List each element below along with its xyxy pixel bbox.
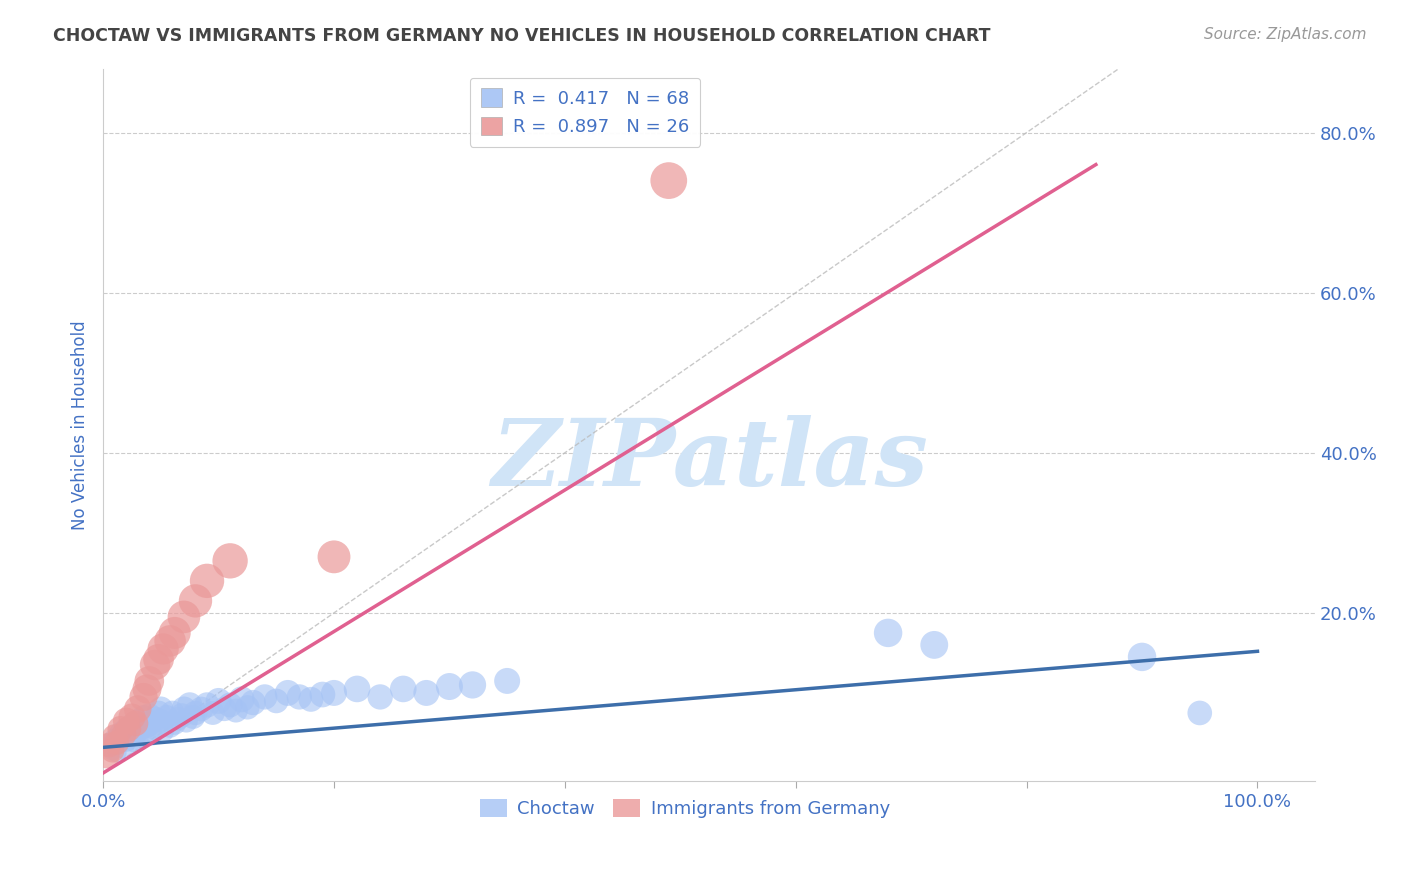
Point <box>138 673 160 688</box>
Point <box>149 702 172 716</box>
Point <box>167 712 190 726</box>
Text: ZIPatlas: ZIPatlas <box>491 416 928 506</box>
Point <box>121 728 143 742</box>
Point <box>136 681 159 696</box>
Point <box>277 686 299 700</box>
Point <box>368 690 391 704</box>
Legend: Choctaw, Immigrants from Germany: Choctaw, Immigrants from Germany <box>472 791 897 825</box>
Point <box>253 690 276 704</box>
Point <box>127 724 149 739</box>
Point <box>159 633 181 648</box>
Point <box>877 626 900 640</box>
Point <box>121 710 143 724</box>
Point <box>214 702 236 716</box>
Point <box>101 743 124 757</box>
Point <box>115 734 138 748</box>
Point <box>121 718 143 732</box>
Point <box>162 706 184 720</box>
Point <box>439 680 461 694</box>
Point <box>219 698 242 712</box>
Point <box>311 688 333 702</box>
Text: Source: ZipAtlas.com: Source: ZipAtlas.com <box>1204 27 1367 42</box>
Point <box>127 702 149 716</box>
Point <box>181 710 204 724</box>
Point <box>97 738 120 752</box>
Point <box>225 704 247 718</box>
Point <box>496 673 519 688</box>
Point <box>195 574 218 588</box>
Point <box>132 730 155 744</box>
Point <box>159 720 181 734</box>
Point <box>124 716 146 731</box>
Point <box>117 730 139 744</box>
Point <box>129 722 152 736</box>
Point <box>179 698 201 712</box>
Point <box>148 652 170 666</box>
Point <box>127 732 149 747</box>
Point <box>143 722 166 736</box>
Point <box>148 706 170 720</box>
Point <box>143 712 166 726</box>
Point <box>96 748 118 763</box>
Point <box>219 554 242 568</box>
Point <box>136 720 159 734</box>
Point <box>110 722 132 736</box>
Point <box>163 716 186 731</box>
Point <box>236 700 259 714</box>
Point <box>117 722 139 736</box>
Point <box>173 610 195 624</box>
Point <box>138 708 160 723</box>
Point <box>266 694 288 708</box>
Point <box>299 692 322 706</box>
Point <box>143 657 166 672</box>
Point <box>101 743 124 757</box>
Text: CHOCTAW VS IMMIGRANTS FROM GERMANY NO VEHICLES IN HOUSEHOLD CORRELATION CHART: CHOCTAW VS IMMIGRANTS FROM GERMANY NO VE… <box>53 27 991 45</box>
Point <box>242 696 264 710</box>
Point <box>658 173 681 187</box>
Point <box>152 641 174 656</box>
Point <box>138 718 160 732</box>
Point <box>105 746 128 760</box>
Point <box>231 692 253 706</box>
Point <box>201 706 224 720</box>
Point <box>170 708 193 723</box>
Point <box>163 626 186 640</box>
Point <box>392 681 415 696</box>
Point <box>97 738 120 752</box>
Point <box>149 714 172 728</box>
Point <box>190 702 212 716</box>
Point <box>132 690 155 704</box>
Point <box>104 730 127 744</box>
Point <box>141 728 163 742</box>
Point <box>110 726 132 740</box>
Point <box>461 678 484 692</box>
Point <box>124 735 146 749</box>
Point <box>184 706 207 720</box>
Point <box>105 735 128 749</box>
Point <box>115 722 138 736</box>
Point <box>323 549 346 564</box>
Point <box>195 698 218 712</box>
Point <box>127 714 149 728</box>
Point <box>173 702 195 716</box>
Point <box>1188 706 1211 720</box>
Point <box>1130 649 1153 664</box>
Point <box>115 714 138 728</box>
Point <box>346 681 368 696</box>
Point <box>922 638 945 652</box>
Point <box>415 686 437 700</box>
Point <box>112 728 135 742</box>
Point <box>323 686 346 700</box>
Point <box>104 732 127 747</box>
Y-axis label: No Vehicles in Household: No Vehicles in Household <box>72 320 89 530</box>
Point <box>207 694 229 708</box>
Point <box>110 735 132 749</box>
Point <box>112 742 135 756</box>
Point <box>132 710 155 724</box>
Point <box>152 724 174 739</box>
Point <box>184 594 207 608</box>
Point <box>288 690 311 704</box>
Point <box>174 714 197 728</box>
Point <box>156 710 179 724</box>
